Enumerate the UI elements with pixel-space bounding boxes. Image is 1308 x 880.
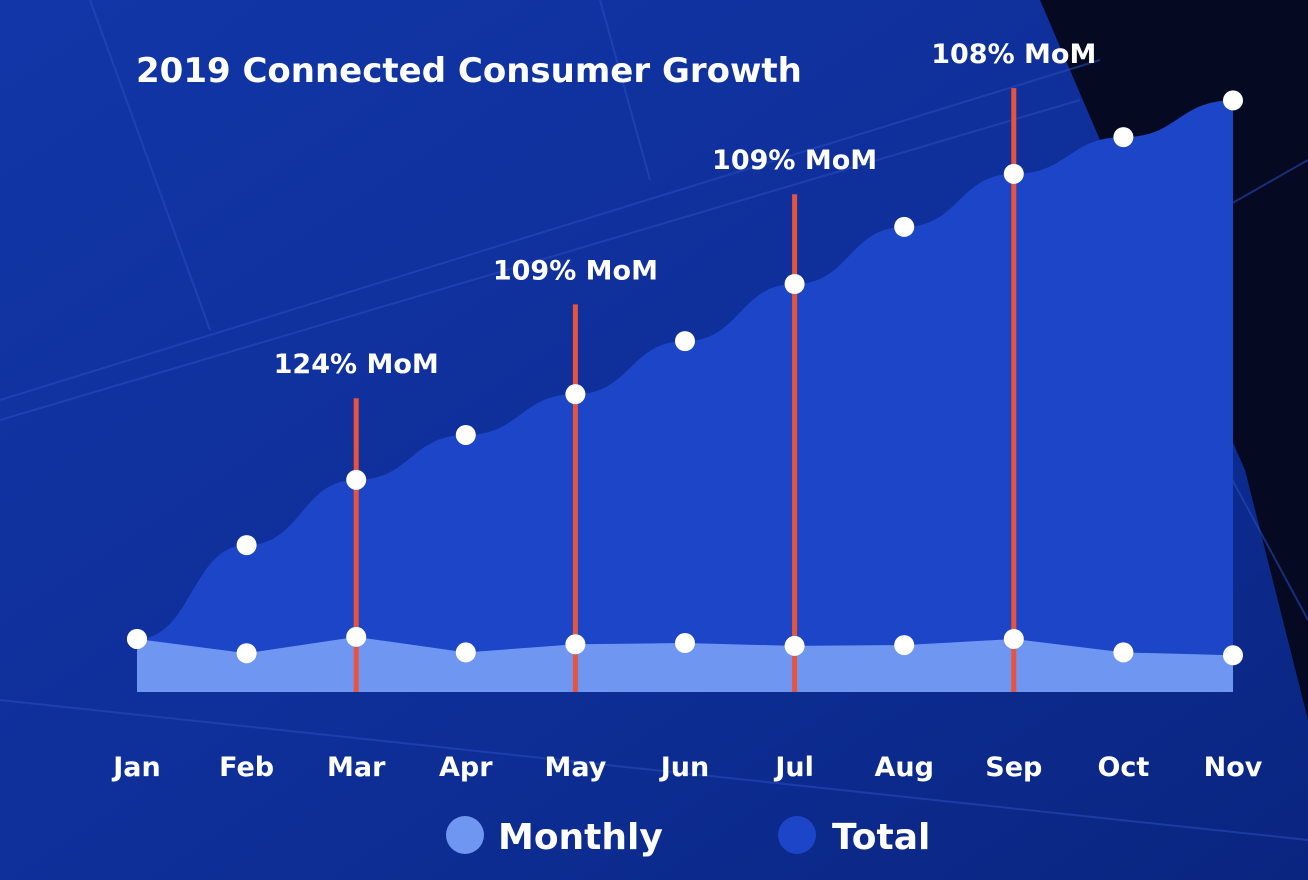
legend: Monthly Total [446, 816, 930, 858]
legend-swatch-monthly [446, 816, 484, 854]
total-point-mar [346, 469, 367, 490]
monthly-point-jun [675, 633, 695, 654]
x-tick-label-oct: Oct [1097, 752, 1149, 783]
x-tick-label-nov: Nov [1204, 752, 1263, 783]
total-point-may [565, 384, 586, 405]
total-point-aug [894, 216, 915, 237]
x-axis-tick-labels: Jan Feb Mar Apr May Jun Jul Aug Sep Oct Nov [111, 752, 1263, 783]
dark-corner [1040, 0, 1308, 720]
monthly-area [137, 636, 1233, 692]
monthly-point-apr [455, 642, 476, 663]
x-tick-label-mar: Mar [327, 752, 386, 783]
total-point-nov [1223, 90, 1243, 111]
monthly-point-jan [127, 628, 147, 649]
x-tick-label-feb: Feb [219, 752, 274, 783]
annotation-label-jul: 109% MoM [712, 145, 877, 176]
monthly-point-feb [236, 643, 257, 664]
decor-lines [0, 0, 1308, 841]
x-tick-label-apr: Apr [439, 752, 493, 783]
chart-title: 2019 Connected Consumer Growth [136, 51, 802, 91]
x-tick-label-jul: Jul [773, 752, 814, 783]
total-area [137, 100, 1233, 692]
total-point-oct [1113, 127, 1134, 148]
total-point-apr [455, 424, 476, 445]
monthly-point-sep [1003, 628, 1024, 649]
legend-swatch-total [778, 816, 816, 854]
monthly-point-nov [1223, 645, 1243, 666]
monthly-point-mar [346, 626, 367, 647]
x-tick-label-sep: Sep [985, 752, 1042, 783]
legend-label-total: Total [832, 817, 930, 858]
annotation-label-may: 109% MoM [493, 255, 658, 286]
x-tick-label-jun: Jun [659, 752, 710, 783]
annotations: 124% MoM 109% MoM 109% MoM 108% MoM [274, 39, 1097, 380]
monthly-point-oct [1113, 642, 1134, 663]
annotation-label-sep: 108% MoM [931, 39, 1096, 70]
monthly-point-may [565, 634, 586, 655]
series-areas [137, 100, 1233, 692]
x-tick-label-jan: Jan [111, 752, 161, 783]
x-tick-label-aug: Aug [874, 752, 933, 783]
annotation-label-mar: 124% MoM [274, 349, 439, 380]
x-tick-label-may: May [544, 752, 606, 783]
monthly-point-aug [894, 635, 915, 656]
total-point-jun [675, 331, 695, 352]
total-point-feb [236, 535, 257, 556]
total-point-jul [784, 274, 805, 294]
legend-label-monthly: Monthly [498, 817, 663, 858]
series-points [127, 90, 1243, 666]
monthly-point-jul [784, 635, 805, 656]
total-point-sep [1003, 163, 1024, 184]
